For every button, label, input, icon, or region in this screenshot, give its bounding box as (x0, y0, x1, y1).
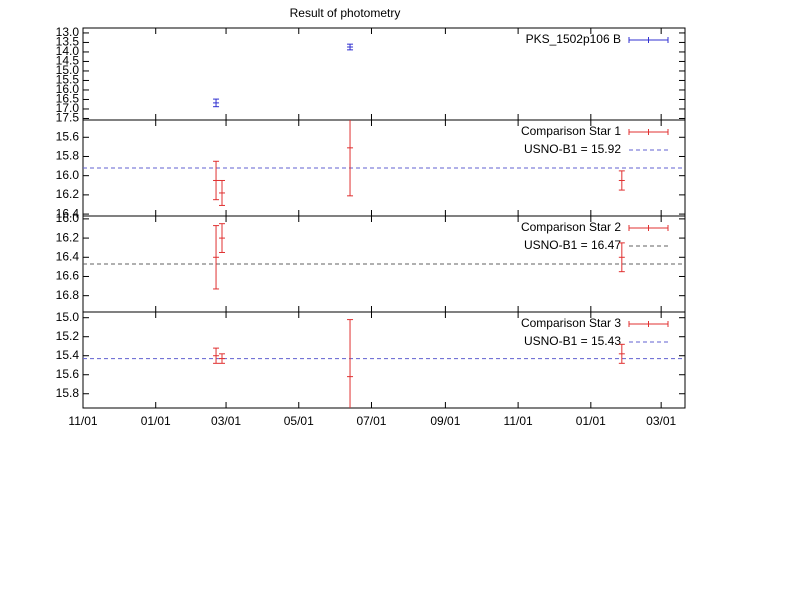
y-tick-label: 16.0 (56, 168, 80, 182)
y-tick-label: 16.4 (56, 206, 80, 220)
error-bar (218, 353, 225, 364)
chart-title: Result of photometry (290, 6, 401, 20)
y-tick-label: 14.5 (56, 54, 80, 68)
y-tick-label: 16.0 (56, 211, 80, 225)
legend-label: USNO-B1 = 15.43 (524, 334, 621, 348)
y-tick-label: 15.0 (56, 63, 80, 77)
y-tick-label: 15.6 (56, 129, 80, 143)
y-tick-label: 15.2 (56, 329, 80, 343)
y-tick-label: 16.2 (56, 230, 80, 244)
y-tick-label: 17.5 (56, 111, 80, 125)
x-tick-label: 01/01 (141, 414, 171, 428)
legend-label: Comparison Star 2 (521, 220, 621, 234)
legend-label: USNO-B1 = 15.92 (524, 142, 621, 156)
error-bar (618, 242, 625, 273)
y-tick-label: 13.5 (56, 35, 80, 49)
x-tick-label: 01/01 (576, 414, 606, 428)
y-tick-label: 16.4 (56, 249, 80, 263)
error-bar (213, 98, 220, 108)
error-bar (618, 343, 625, 364)
error-bar (618, 170, 625, 191)
y-tick-label: 13.0 (56, 25, 80, 39)
legend-label: Comparison Star 1 (521, 124, 621, 138)
y-tick-label: 15.6 (56, 367, 80, 381)
x-tick-label: 07/01 (356, 414, 386, 428)
x-tick-label: 09/01 (430, 414, 460, 428)
x-tick-label: 03/01 (646, 414, 676, 428)
y-tick-label: 17.0 (56, 101, 80, 115)
x-tick-label: 11/01 (68, 414, 97, 428)
y-tick-label: 16.2 (56, 187, 80, 201)
error-bar (213, 160, 220, 201)
error-bar (347, 43, 354, 51)
x-tick-label: 05/01 (284, 414, 314, 428)
error-bar (213, 347, 220, 364)
x-tick-label: 03/01 (211, 414, 241, 428)
error-bar (213, 225, 220, 290)
y-tick-label: 15.8 (56, 149, 80, 163)
y-tick-label: 14.0 (56, 44, 80, 58)
error-bar (218, 223, 225, 253)
legend-label: Comparison Star 3 (521, 316, 621, 330)
y-tick-label: 16.6 (56, 269, 80, 283)
legend-label: USNO-B1 = 16.47 (524, 238, 621, 252)
y-tick-label: 15.4 (56, 348, 80, 362)
y-tick-label: 15.5 (56, 73, 80, 87)
error-bar (347, 120, 354, 197)
legend-label: PKS_1502p106 B (526, 32, 621, 46)
x-tick-label: 11/01 (504, 414, 533, 428)
y-tick-label: 16.8 (56, 288, 80, 302)
error-bar (218, 179, 225, 206)
error-bar (347, 319, 354, 408)
y-tick-label: 16.5 (56, 92, 80, 106)
y-tick-label: 16.0 (56, 82, 80, 96)
y-tick-label: 15.8 (56, 386, 80, 400)
plot-frame (82, 311, 686, 409)
y-tick-label: 15.0 (56, 310, 80, 324)
